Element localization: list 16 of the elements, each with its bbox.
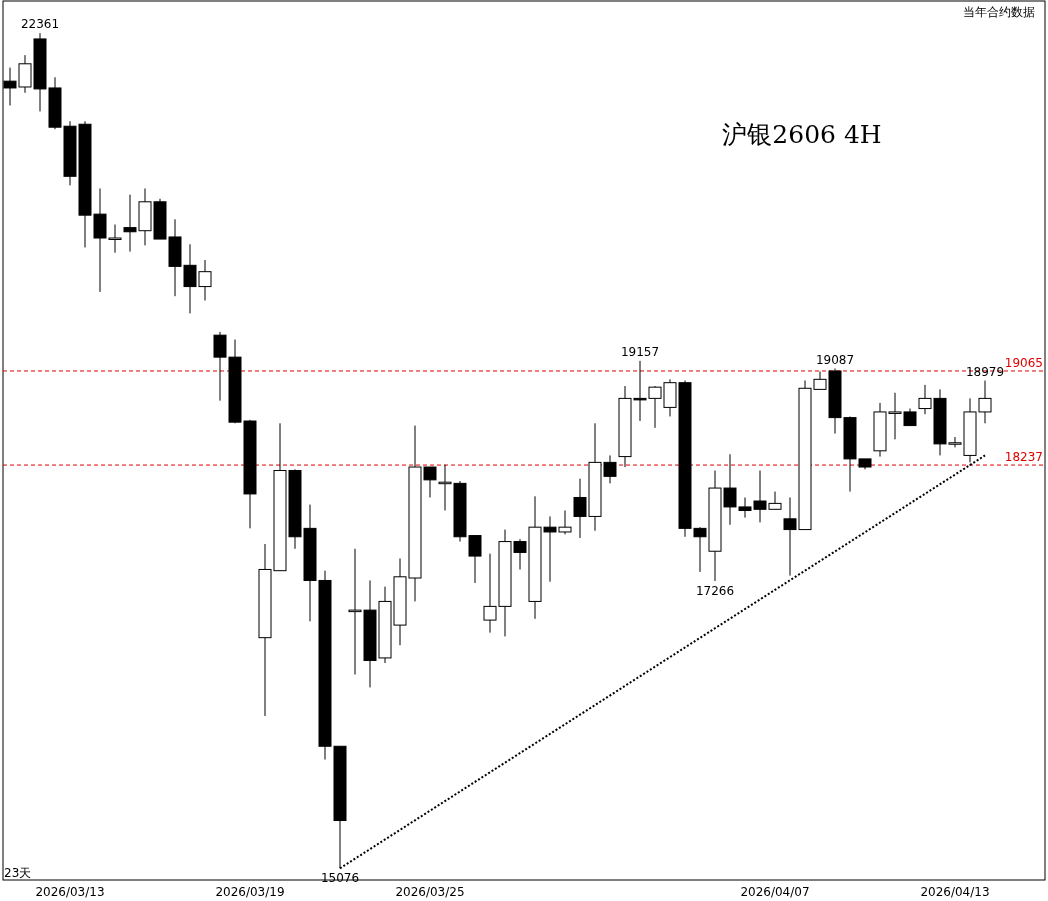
- annotation: 19087: [815, 352, 855, 367]
- annotation: 15076: [320, 871, 360, 886]
- annotation: 22361: [20, 17, 60, 32]
- x-tick-label: 2026/03/13: [35, 885, 105, 899]
- x-tick-label: 2026/04/13: [920, 885, 990, 899]
- text: 沪银2606 4H: [722, 120, 882, 149]
- x-tick-label: 2026/03/25: [395, 885, 465, 899]
- annotation: 18979: [965, 364, 1005, 379]
- x-tick-label: 2026/03/19: [215, 885, 285, 899]
- annotation: 23天: [4, 866, 32, 880]
- annotation: 当年合约数据: [963, 5, 1035, 19]
- ref-line-label: 18237: [1004, 450, 1043, 465]
- annotation: 19157: [620, 344, 660, 359]
- annotation: 17266: [695, 583, 735, 598]
- x-tick-label: 2026/04/07: [740, 885, 810, 899]
- ref-line-label: 19065: [1004, 355, 1043, 370]
